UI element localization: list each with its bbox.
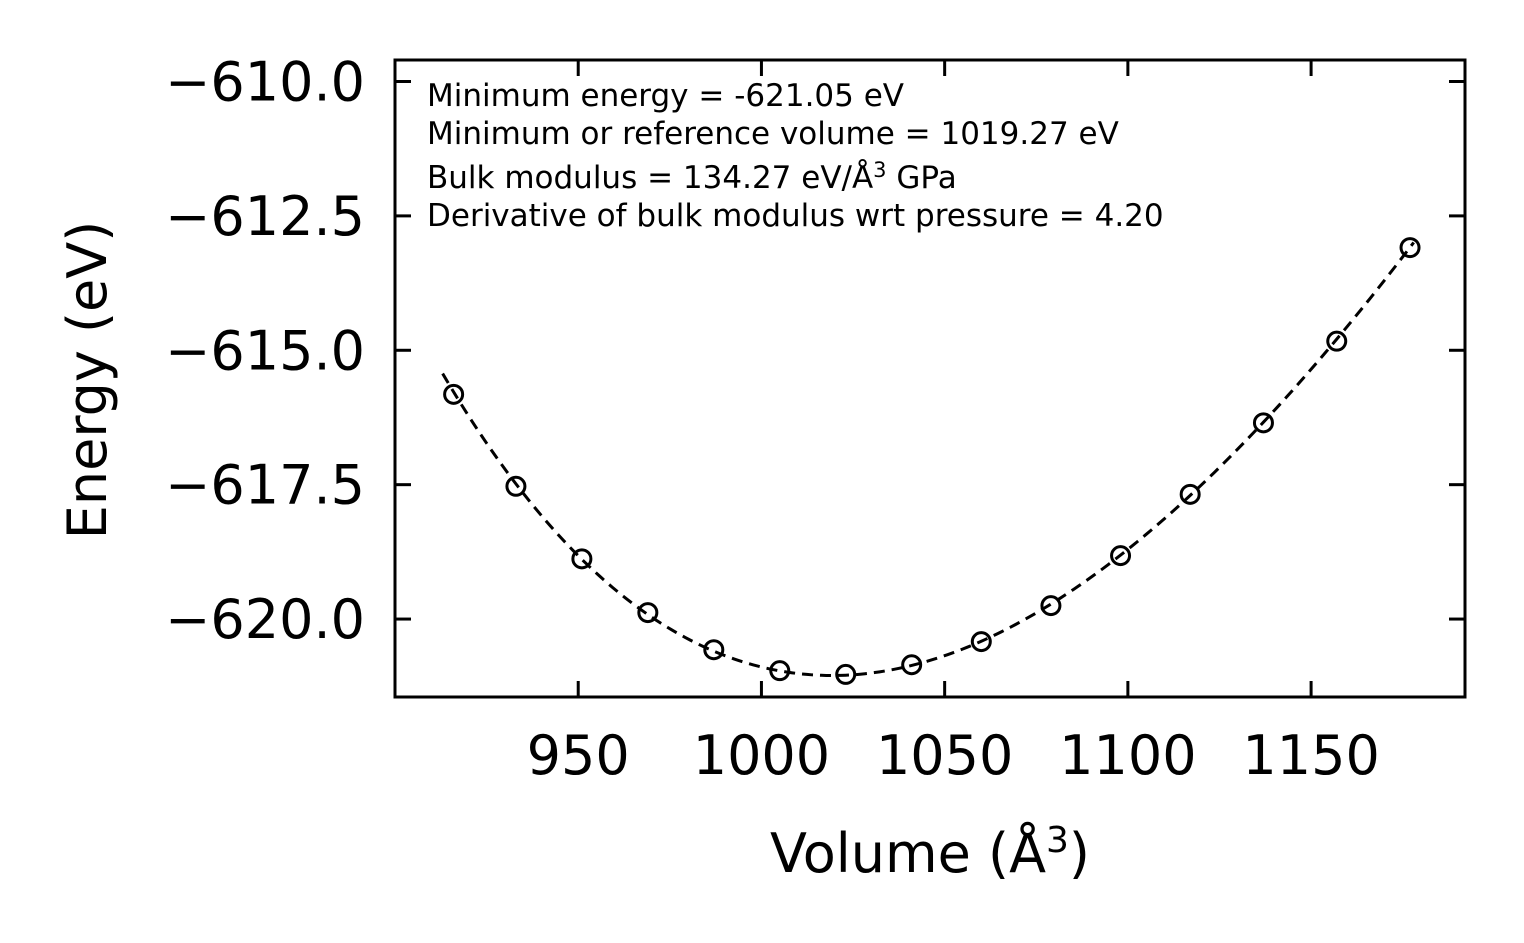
x-tick-label: 1150 [1242,724,1379,787]
data-point [703,639,725,661]
data-point [1110,545,1132,567]
y-tick-label: −615.0 [165,319,365,382]
x-tick-label: 950 [527,724,630,787]
x-tick-label: 1050 [876,724,1013,787]
y-axis-label: Energy (eV) [56,221,119,540]
y-tick-label: −612.5 [165,185,365,248]
data-point [1252,412,1274,434]
ticks-layer [395,60,1465,697]
annotation-min-volume: Minimum or reference volume = 1019.27 eV [427,116,1119,152]
data-point [835,663,857,685]
annotation-box: Minimum energy = -621.05 eV Minimum or r… [427,78,1164,234]
x-tick-label: 1100 [1059,724,1196,787]
data-point [637,602,659,624]
x-axis-label: Volume (Å3) [770,820,1090,885]
data-point [571,548,593,570]
y-tick-label: −617.5 [165,454,365,517]
data-point [769,660,791,682]
data-point [1179,483,1201,505]
data-point [443,383,465,405]
data-point [1040,595,1062,617]
data-point [901,654,923,676]
annotation-bulk-modulus: Bulk modulus = 134.27 eV/Å3 GPa [427,158,957,196]
plot-layer [441,237,1421,685]
data-point [1326,330,1348,352]
annotation-min-energy: Minimum energy = -621.05 eV [427,78,904,114]
annotation-bulk-modulus-derivative: Derivative of bulk modulus wrt pressure … [427,198,1164,234]
data-point [1399,237,1421,259]
y-tick-label: −610.0 [165,51,365,114]
plot-frame [393,58,1467,699]
data-point [505,475,527,497]
y-tick-label: −620.0 [165,588,365,651]
data-point [970,631,992,653]
x-tick-label: 1000 [693,724,830,787]
labels-layer: 950 1000 1050 1100 1150 −610.0 −612.5 −615.0 −61… [165,51,1380,787]
fit-curve-dashed [441,241,1415,678]
